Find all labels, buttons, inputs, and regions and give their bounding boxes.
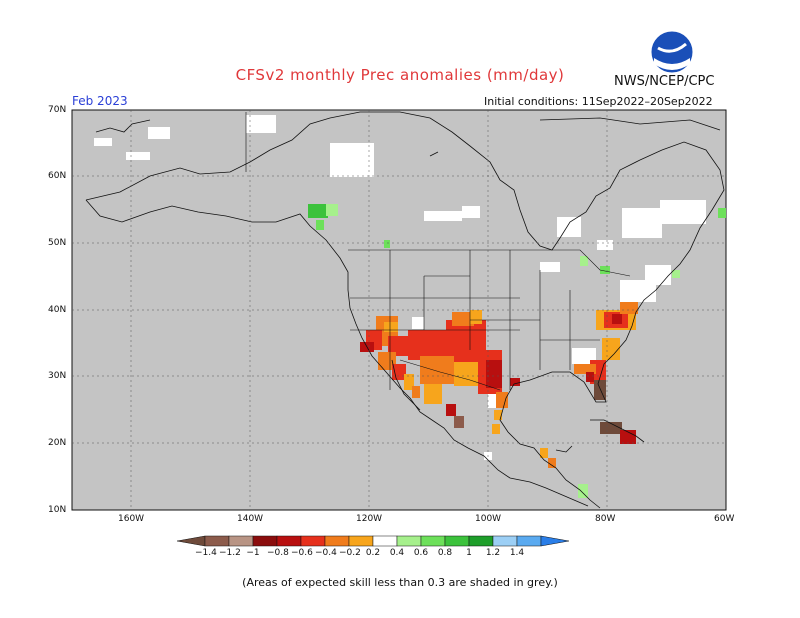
colorbar-swatch [420,535,446,547]
colorbar-label: 1.2 [485,548,501,558]
borders [245,112,631,391]
forecast-month: Feb 2023 [72,94,128,108]
colorbar-label: −0.6 [291,548,313,558]
colorbar-arrow-left [176,535,206,547]
lon-label: 60W [714,514,735,524]
lat-label: 60N [48,171,67,181]
colorbar-swatch [300,535,326,547]
colorbar-swatch [444,535,470,547]
lat-label: 20N [48,438,67,448]
colorbar-label: −0.4 [315,548,337,558]
colorbar-label: 1.4 [509,548,525,558]
lat-label: 30N [48,371,67,381]
lat-label: 70N [48,105,67,115]
white-patches [94,115,706,460]
colorbar-swatch [348,535,374,547]
map-title: CFSv2 monthly Prec anomalies (mm/day) [235,66,565,84]
colorbar-swatch [492,535,518,547]
colorbar-label: 0.8 [437,548,453,558]
colorbar-swatch [372,535,398,547]
colorbar-label: −1.4 [195,548,217,558]
colorbar-swatch [204,535,230,547]
colorbar-swatch [228,535,254,547]
lon-label: 160W [118,514,145,524]
negative-anomaly-patches [360,302,638,468]
lon-label: 140W [237,514,264,524]
colorbar-swatch [516,535,542,547]
lat-label: 10N [48,505,67,515]
colorbar-label: 0.6 [413,548,429,558]
lat-label: 40N [48,305,67,315]
lon-label: 120W [356,514,383,524]
colorbar-swatch [396,535,422,547]
coastlines [85,111,725,509]
colorbar-arrow-right [540,535,570,547]
colorbar-label: −0.2 [339,548,361,558]
colorbar-label: −1.2 [219,548,241,558]
noaa-logo [650,30,694,74]
colorbar-label: 0.4 [389,548,405,558]
colorbar [176,535,570,547]
colorbar-label: 1 [466,548,472,558]
colorbar-swatch [252,535,278,547]
agency-label: NWS/NCEP/CPC [614,74,715,89]
lat-label: 50N [48,238,67,248]
colorbar-swatch [324,535,350,547]
colorbar-swatch [276,535,302,547]
colorbar-label: −0.8 [267,548,289,558]
gridlines [72,110,726,510]
lon-label: 80W [595,514,616,524]
positive-anomaly-patches [308,204,726,498]
skill-footnote: (Areas of expected skill less than 0.3 a… [242,576,558,589]
lon-label: 100W [475,514,502,524]
colorbar-label: −1 [246,548,260,558]
initial-conditions: Initial conditions: 11Sep2022–20Sep2022 [484,95,713,108]
colorbar-swatch [468,535,494,547]
colorbar-label: 0.2 [365,548,381,558]
